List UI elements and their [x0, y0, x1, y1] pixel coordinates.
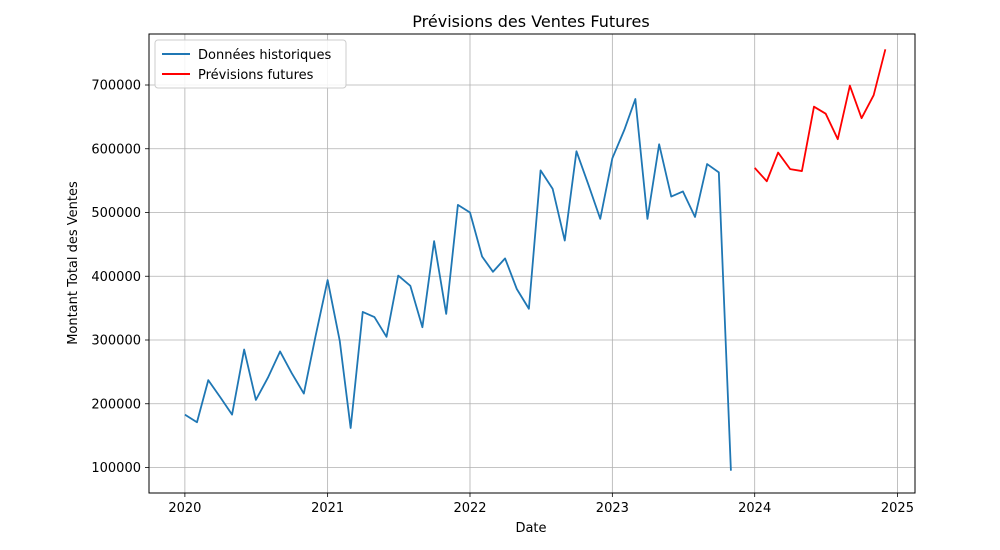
x-axis-label: Date: [515, 521, 546, 536]
y-tick-label: 300000: [91, 334, 141, 349]
y-tick-label: 500000: [91, 206, 141, 221]
legend-label-historical: Données historiques: [198, 48, 331, 63]
y-tick-label: 400000: [91, 270, 141, 285]
x-tick-label: 2021: [311, 501, 344, 516]
x-axis-ticks: 2020 2021 2022 2023 2024 2025: [168, 493, 914, 516]
grid-lines: [149, 34, 915, 493]
forecast-sales-line: [754, 49, 887, 183]
chart-title: Prévisions des Ventes Futures: [412, 12, 649, 31]
y-axis-label: Montant Total des Ventes: [66, 181, 81, 345]
plot-frame: [148, 33, 916, 494]
x-tick-label: 2024: [738, 501, 771, 516]
y-tick-label: 200000: [91, 397, 141, 412]
y-tick-label: 700000: [91, 79, 141, 94]
y-axis-ticks: 100000 200000 300000 400000 500000 600000 7000…: [91, 79, 149, 476]
x-tick-label: 2023: [596, 501, 629, 516]
legend-label-forecast: Prévisions futures: [198, 68, 314, 83]
x-tick-label: 2022: [453, 501, 486, 516]
x-tick-label: 2020: [168, 501, 201, 516]
x-tick-label: 2025: [881, 501, 914, 516]
legend: Données historiques Prévisions futures: [154, 39, 347, 89]
y-tick-label: 100000: [91, 461, 141, 476]
y-tick-label: 600000: [91, 142, 141, 157]
legend-box: [154, 39, 347, 89]
historical-sales-line: [184, 98, 732, 471]
series-layer: [184, 49, 887, 471]
